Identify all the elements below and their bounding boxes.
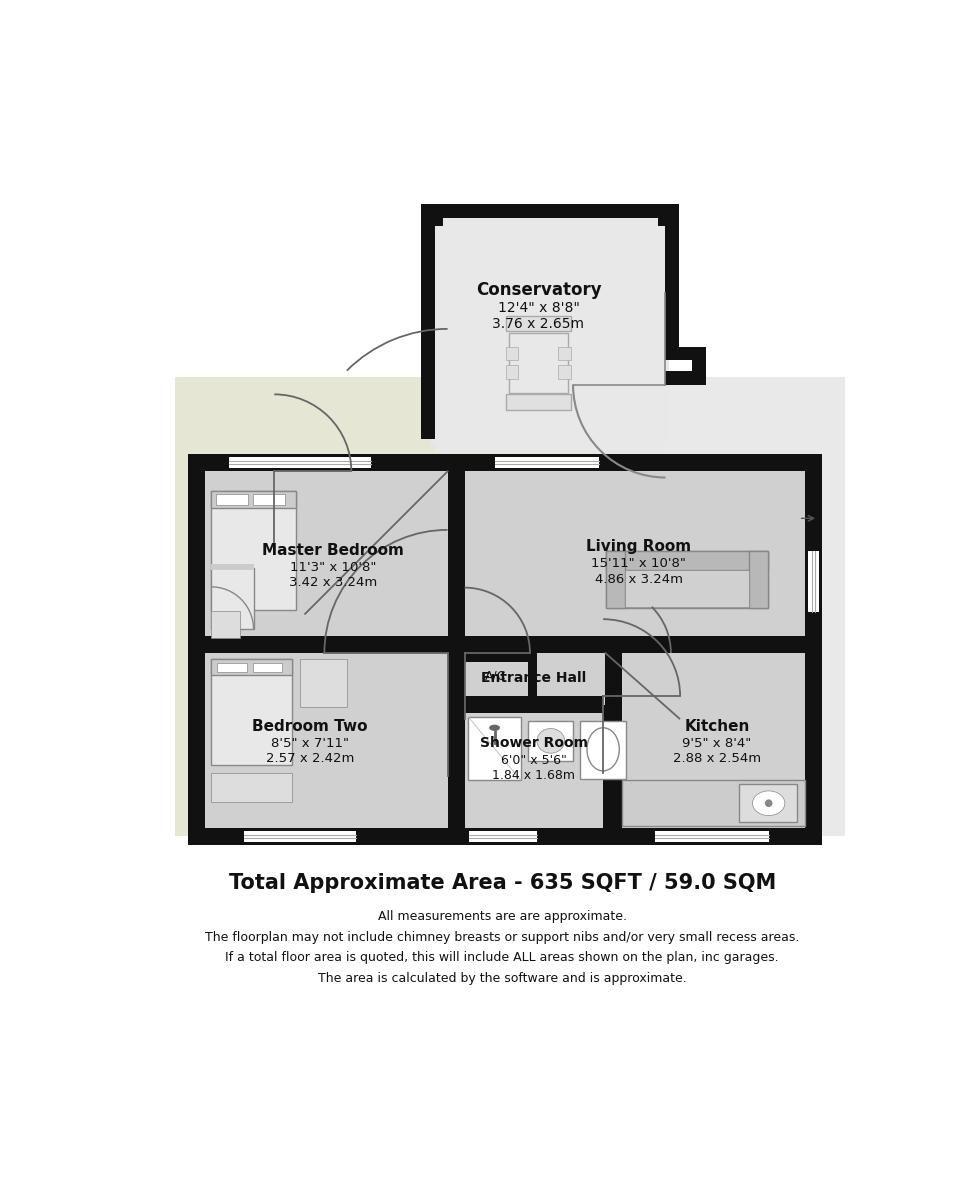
Ellipse shape	[537, 728, 564, 753]
Bar	[607, 551, 768, 608]
Bar	[495, 457, 599, 468]
Bar	[212, 659, 292, 765]
Bar	[606, 653, 622, 845]
Text: Master Bedroom: Master Bedroom	[262, 543, 404, 558]
Bar	[665, 204, 679, 350]
Circle shape	[764, 800, 772, 807]
Text: Shower Room: Shower Room	[480, 737, 588, 750]
Bar	[188, 454, 822, 472]
Bar	[229, 457, 371, 468]
Bar	[559, 347, 570, 360]
Bar	[559, 365, 570, 379]
Text: Kitchen: Kitchen	[684, 719, 750, 734]
Text: 15'11" x 10'8": 15'11" x 10'8"	[591, 557, 686, 570]
Bar	[244, 830, 356, 842]
Bar	[655, 830, 768, 842]
Bar	[603, 704, 620, 836]
Bar	[506, 394, 570, 410]
Text: Conservatory: Conservatory	[475, 282, 602, 299]
Bar	[431, 214, 668, 446]
Bar	[465, 696, 603, 713]
Bar	[421, 204, 679, 219]
Bar	[625, 570, 749, 607]
Bar	[580, 721, 626, 778]
Bar	[175, 378, 845, 835]
Bar	[693, 347, 707, 385]
Ellipse shape	[753, 791, 785, 815]
Text: 11'3" x 10'8": 11'3" x 10'8"	[290, 561, 376, 574]
Text: All measurements are are approximate.: All measurements are are approximate.	[377, 910, 627, 923]
Bar	[506, 347, 518, 360]
Bar	[665, 371, 707, 385]
Bar	[212, 568, 254, 630]
Bar	[506, 316, 570, 331]
Text: 4.86 x 3.24m: 4.86 x 3.24m	[595, 573, 682, 586]
Bar	[469, 830, 537, 842]
Bar	[218, 663, 247, 672]
Text: Total Approximate Area - 635 SQFT / 59.0 SQM: Total Approximate Area - 635 SQFT / 59.0…	[228, 873, 776, 893]
Text: 6'0" x 5'6": 6'0" x 5'6"	[501, 753, 566, 766]
Bar	[212, 491, 296, 609]
Text: If a total floor area is quoted, this will include ALL areas shown on the plan, : If a total floor area is quoted, this wi…	[225, 952, 779, 965]
Bar	[510, 333, 567, 393]
Bar	[300, 659, 348, 707]
Bar	[421, 204, 435, 440]
Text: The area is calculated by the software and is approximate.: The area is calculated by the software a…	[318, 972, 687, 985]
Bar	[749, 551, 768, 608]
Bar	[528, 653, 537, 696]
Bar	[607, 551, 768, 570]
Bar	[188, 454, 205, 845]
Bar	[622, 781, 805, 827]
Bar	[216, 494, 248, 505]
Ellipse shape	[489, 725, 500, 731]
Bar	[212, 659, 292, 675]
Text: 3.42 x 3.24m: 3.42 x 3.24m	[289, 576, 377, 589]
Text: 8'5" x 7'11": 8'5" x 7'11"	[270, 737, 349, 750]
Bar	[448, 653, 465, 845]
Text: The floorplan may not include chimney breasts or support nibs and/or very small : The floorplan may not include chimney br…	[205, 930, 800, 943]
Bar	[212, 491, 296, 507]
Text: Bedroom Two: Bedroom Two	[252, 719, 368, 734]
Bar	[465, 653, 537, 662]
Bar	[199, 465, 811, 838]
Text: 2.88 x 2.54m: 2.88 x 2.54m	[673, 752, 761, 765]
Bar	[253, 663, 282, 672]
Bar	[468, 718, 520, 781]
Bar	[188, 636, 822, 653]
Bar	[421, 204, 443, 226]
Ellipse shape	[587, 728, 619, 771]
Text: Living Room: Living Room	[586, 539, 691, 555]
Text: 1.84 x 1.68m: 1.84 x 1.68m	[492, 769, 575, 782]
Bar	[435, 219, 665, 453]
Bar	[212, 564, 254, 570]
Text: 9'5" x 8'4": 9'5" x 8'4"	[682, 737, 752, 750]
Bar	[805, 454, 822, 845]
Bar	[175, 378, 595, 835]
Bar	[808, 551, 818, 612]
Text: Entrance Hall: Entrance Hall	[481, 671, 586, 684]
Bar	[665, 347, 707, 360]
Bar	[212, 773, 292, 802]
Bar	[740, 784, 797, 822]
Bar	[506, 365, 518, 379]
Text: 2.57 x 2.42m: 2.57 x 2.42m	[266, 752, 354, 765]
Bar	[607, 551, 625, 608]
Text: A/C: A/C	[484, 670, 506, 683]
Bar	[253, 494, 285, 505]
Bar	[448, 454, 465, 645]
Text: 3.76 x 2.65m: 3.76 x 2.65m	[492, 317, 584, 331]
Bar	[212, 612, 240, 638]
Text: 12'4" x 8'8": 12'4" x 8'8"	[498, 301, 579, 315]
Bar	[658, 204, 679, 226]
Bar	[528, 721, 573, 760]
Bar	[188, 828, 822, 845]
